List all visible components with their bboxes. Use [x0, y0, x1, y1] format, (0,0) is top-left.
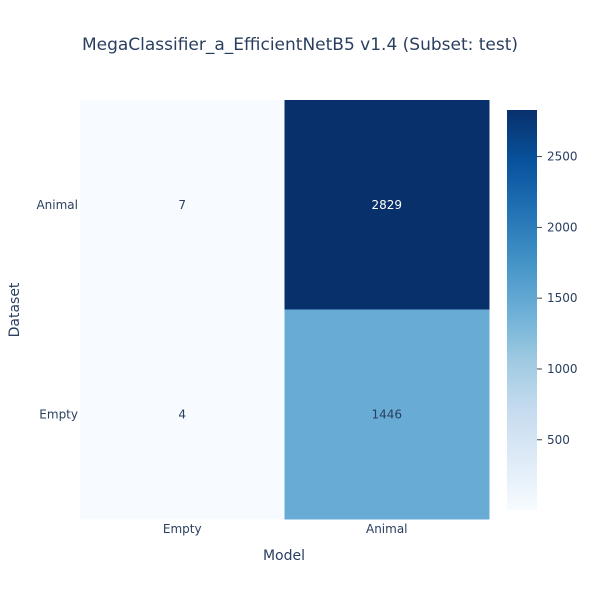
- colorbar-ticks: 500 1000 1500 2000 2500: [537, 150, 578, 447]
- x-tick-label: Empty: [163, 522, 202, 536]
- heatmap-cell: [284, 100, 490, 310]
- heatmap-cell: [284, 309, 490, 520]
- colorbar-tick-label: 1500: [547, 291, 578, 305]
- colorbar-tick-label: 1000: [547, 362, 578, 376]
- heatmap-cell: [80, 309, 285, 520]
- colorbar-tick-label: 500: [547, 433, 570, 447]
- colorbar-tick-label: 2500: [547, 150, 578, 164]
- x-axis-title: Model: [263, 548, 305, 564]
- cell-value-label: 7: [178, 198, 186, 212]
- x-axis-ticks: Empty Animal: [163, 522, 408, 536]
- y-tick-label: Empty: [39, 407, 78, 421]
- chart-title: MegaClassifier_a_EfficientNetB5 v1.4 (Su…: [82, 35, 518, 55]
- cell-value-label: 1446: [371, 407, 402, 421]
- y-axis-ticks: Animal Empty: [36, 198, 78, 422]
- y-tick-label: Animal: [36, 198, 78, 212]
- x-tick-label: Animal: [366, 522, 408, 536]
- colorbar: [507, 110, 537, 510]
- colorbar-tick-label: 2000: [547, 220, 578, 234]
- cell-value-label: 4: [178, 407, 186, 421]
- y-axis-title: Dataset: [7, 282, 23, 337]
- heatmap-cells: 7 2829 4 1446: [80, 100, 490, 520]
- heatmap-cell: [80, 100, 285, 310]
- cell-value-label: 2829: [371, 198, 402, 212]
